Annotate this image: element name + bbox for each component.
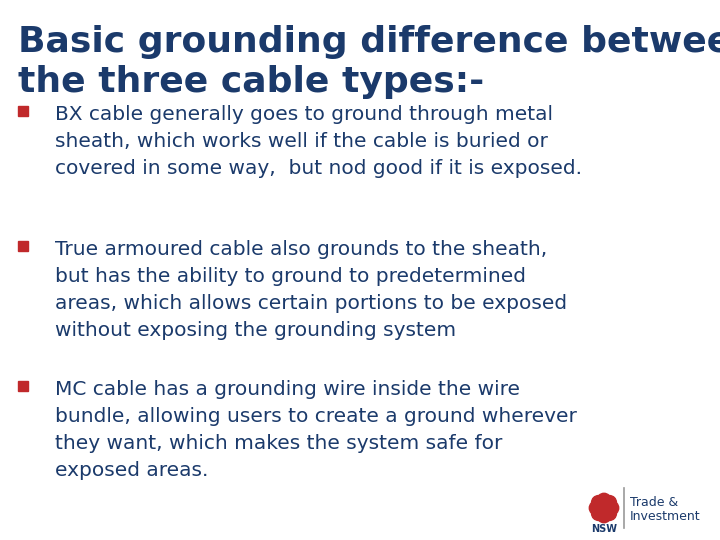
Text: they want, which makes the system safe for: they want, which makes the system safe f… bbox=[55, 434, 503, 453]
Text: NSW: NSW bbox=[591, 524, 617, 534]
Text: without exposing the grounding system: without exposing the grounding system bbox=[55, 321, 456, 340]
Text: Investment: Investment bbox=[630, 510, 701, 523]
Text: sheath, which works well if the cable is buried or: sheath, which works well if the cable is… bbox=[55, 132, 548, 151]
Text: Trade &: Trade & bbox=[630, 496, 678, 509]
Text: but has the ability to ground to predetermined: but has the ability to ground to predete… bbox=[55, 267, 526, 286]
Text: MC cable has a grounding wire inside the wire: MC cable has a grounding wire inside the… bbox=[55, 380, 520, 399]
Circle shape bbox=[592, 496, 606, 510]
FancyBboxPatch shape bbox=[18, 241, 28, 251]
Circle shape bbox=[597, 494, 611, 507]
FancyBboxPatch shape bbox=[18, 381, 28, 391]
Text: bundle, allowing users to create a ground wherever: bundle, allowing users to create a groun… bbox=[55, 407, 577, 426]
Circle shape bbox=[589, 501, 603, 515]
Text: areas, which allows certain portions to be exposed: areas, which allows certain portions to … bbox=[55, 294, 567, 313]
Circle shape bbox=[605, 501, 618, 515]
Text: covered in some way,  but nod good if it is exposed.: covered in some way, but nod good if it … bbox=[55, 159, 582, 178]
Circle shape bbox=[603, 496, 616, 510]
Text: BX cable generally goes to ground through metal: BX cable generally goes to ground throug… bbox=[55, 105, 553, 124]
Circle shape bbox=[598, 502, 610, 514]
Text: Basic grounding difference between: Basic grounding difference between bbox=[18, 25, 720, 59]
FancyBboxPatch shape bbox=[18, 106, 28, 116]
Circle shape bbox=[592, 507, 606, 521]
Circle shape bbox=[597, 509, 611, 523]
Circle shape bbox=[603, 507, 616, 521]
Text: True armoured cable also grounds to the sheath,: True armoured cable also grounds to the … bbox=[55, 240, 547, 259]
Text: exposed areas.: exposed areas. bbox=[55, 461, 208, 480]
Text: the three cable types:-: the three cable types:- bbox=[18, 65, 485, 99]
